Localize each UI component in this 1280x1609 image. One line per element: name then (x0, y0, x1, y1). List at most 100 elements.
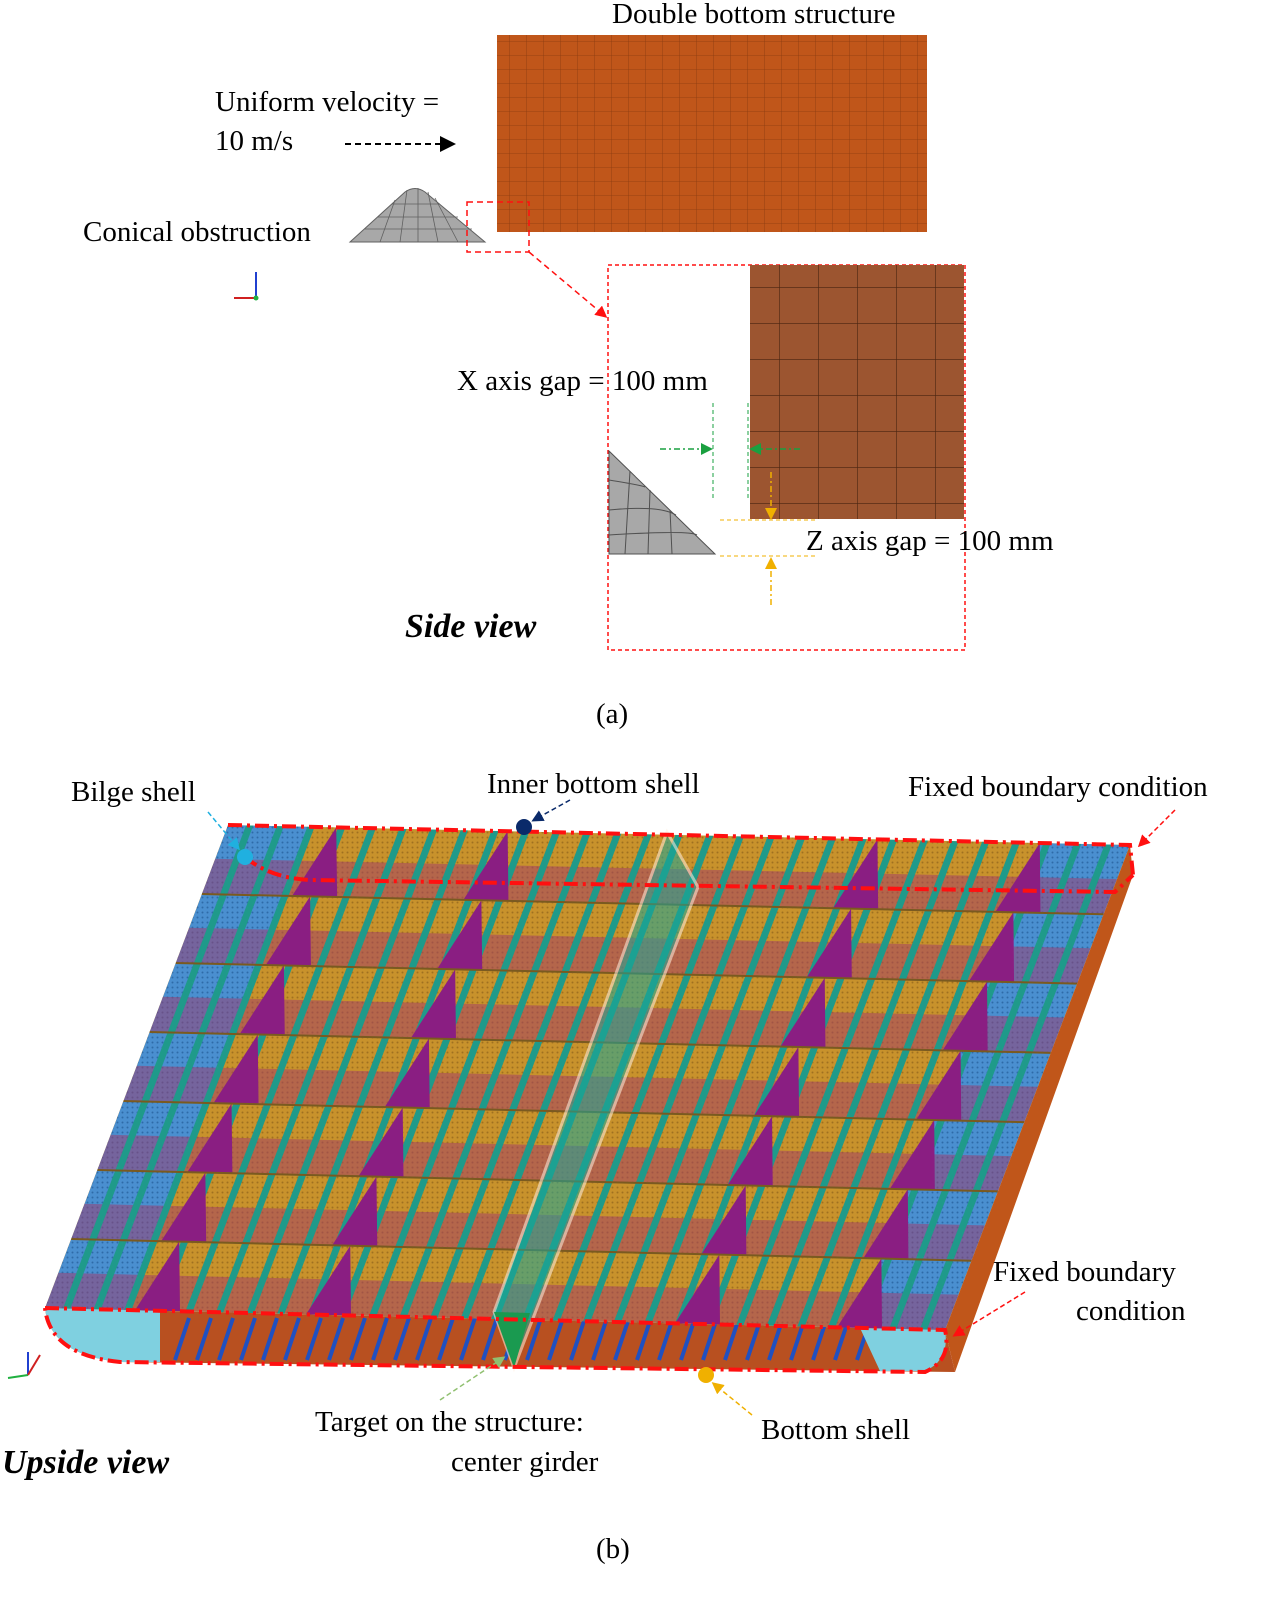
bottom-longitudinal (613, 1317, 631, 1361)
conical-obstruction (348, 188, 487, 243)
floor-web (863, 1189, 909, 1260)
stiffener (828, 842, 1020, 1328)
bottom-longitudinal (217, 1317, 235, 1361)
side-view-label: Side view (405, 608, 537, 645)
stiffener (644, 838, 836, 1323)
stiffener (399, 832, 591, 1317)
floor-web (889, 1120, 935, 1190)
floor-web (727, 1116, 773, 1187)
caption-a: (a) (596, 698, 629, 730)
velocity-label-line1: Uniform velocity = (215, 86, 440, 118)
bottom-longitudinal (459, 1317, 477, 1361)
stiffener (277, 830, 468, 1314)
bottom-shell-leader (711, 1382, 753, 1416)
stiffener (185, 828, 376, 1312)
bottom-shell-marker (698, 1367, 714, 1383)
target-line1: Target on the structure: (315, 1406, 584, 1438)
floor-web (265, 896, 311, 967)
fixed-bc-bottom-line1: Fixed boundary (993, 1256, 1176, 1288)
floor-web (187, 1103, 233, 1174)
floor-web (332, 1176, 378, 1247)
side-face (945, 845, 1133, 1372)
stiffener (583, 836, 775, 1322)
bottom-longitudinal (327, 1317, 345, 1361)
target-leader (439, 1356, 506, 1401)
bottom-longitudinal (547, 1317, 565, 1361)
floor-web (754, 1047, 800, 1117)
stiffener (124, 826, 315, 1311)
structure-label: Double bottom structure (612, 0, 896, 30)
bottom-longitudinal (239, 1317, 257, 1361)
bottom-longitudinal (371, 1317, 389, 1361)
floor-web (239, 965, 285, 1036)
caption-b: (b) (596, 1533, 630, 1565)
floor-web (806, 908, 852, 979)
stiffener (246, 829, 438, 1314)
z-gap-indicator (720, 472, 815, 605)
floor-web (384, 1038, 430, 1109)
double-bottom-model (45, 825, 1133, 1373)
target-line2: center girder (451, 1446, 599, 1478)
bottom-longitudinal (437, 1317, 455, 1361)
double-bottom-structure (497, 35, 927, 232)
inner-bottom-marker (516, 819, 532, 835)
inner-bottom-label: Inner bottom shell (487, 768, 700, 800)
bottom-longitudinal (723, 1317, 741, 1361)
obstruction-label: Conical obstruction (83, 216, 311, 248)
inner-bottom-leader (531, 799, 571, 822)
floor-web (213, 1034, 259, 1105)
bottom-longitudinal (261, 1317, 279, 1361)
stiffener (797, 841, 990, 1327)
stiffener (216, 828, 407, 1313)
bilge-shell-marker (237, 849, 253, 865)
floor-web (675, 1254, 720, 1325)
bottom-longitudinal (283, 1317, 301, 1361)
bilge-front-right (860, 1328, 946, 1371)
fixed-bc-bottom-line2: condition (1076, 1295, 1186, 1327)
stiffener (93, 826, 284, 1310)
x-gap-indicator (660, 403, 800, 500)
stiffener (766, 841, 959, 1326)
floor-web (701, 1185, 747, 1256)
floor-web (410, 969, 456, 1040)
stiffener (889, 843, 1082, 1329)
floor-web (463, 831, 509, 901)
bottom-shell-label: Bottom shell (761, 1414, 911, 1446)
floor-web (780, 977, 826, 1048)
stiffener (369, 832, 560, 1317)
stiffener (63, 825, 254, 1309)
floor-web (916, 1050, 962, 1121)
zoom-leader-arrow (528, 251, 608, 318)
stiffener (736, 840, 928, 1326)
stiffener (613, 837, 806, 1323)
floor-web (437, 900, 483, 970)
bottom-longitudinal (393, 1317, 411, 1361)
bottom-longitudinal (173, 1317, 191, 1361)
stiffener (460, 834, 652, 1319)
floor-web (837, 1258, 882, 1329)
fixed-bc-top-leader (1137, 809, 1176, 848)
zoom-region-box (466, 201, 530, 253)
bottom-longitudinal (591, 1317, 609, 1361)
bottom-longitudinal (481, 1317, 499, 1361)
floor-web (358, 1107, 404, 1178)
axis-triad-b (7, 1352, 41, 1379)
bottom-longitudinal (305, 1317, 323, 1361)
axis-triad-a (234, 272, 259, 301)
bottom-longitudinal (635, 1317, 653, 1361)
bottom-longitudinal (349, 1317, 367, 1361)
bilge-front-left (45, 1308, 160, 1362)
bottom-longitudinal (525, 1317, 543, 1361)
floor-web (833, 839, 879, 910)
floor-web (161, 1172, 207, 1243)
bottom-longitudinal (569, 1317, 587, 1361)
z-gap-label: Z axis gap = 100 mm (806, 525, 1054, 557)
bottom-longitudinal (415, 1317, 433, 1361)
floor-web (306, 1245, 351, 1316)
floor-web (995, 843, 1041, 913)
floor-web (942, 981, 988, 1052)
upside-view-label: Upside view (2, 1444, 170, 1481)
zoomed-structure (750, 265, 964, 519)
stiffener (430, 833, 622, 1318)
